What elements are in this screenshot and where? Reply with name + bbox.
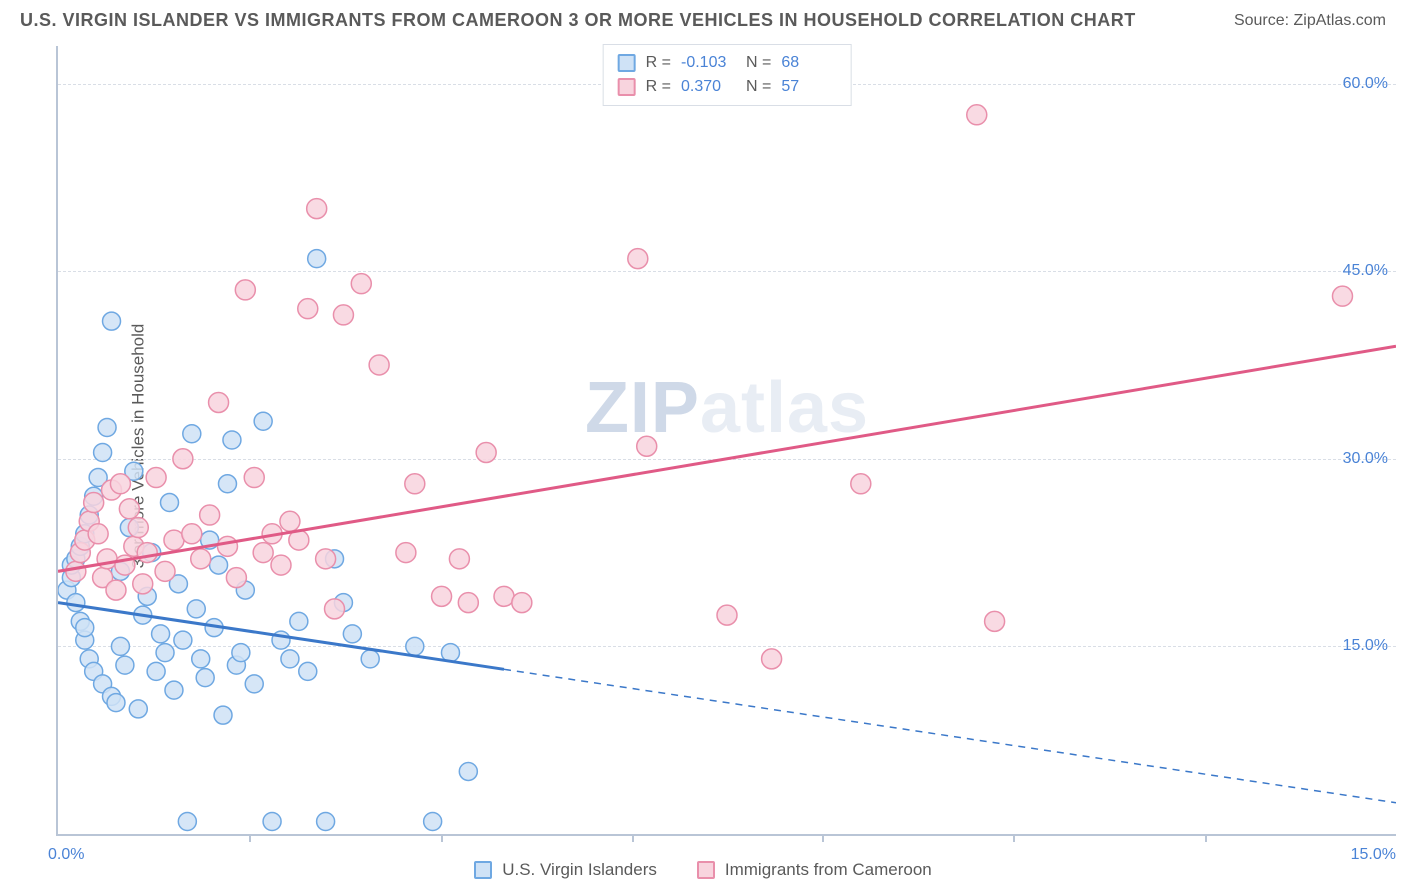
legend-correlation: R = -0.103 N = 68 R = 0.370 N = 57 bbox=[603, 44, 852, 106]
legend-swatch-pink bbox=[618, 78, 636, 96]
legend-n-value: 68 bbox=[781, 51, 836, 75]
chart-title: U.S. VIRGIN ISLANDER VS IMMIGRANTS FROM … bbox=[20, 10, 1136, 31]
x-tick bbox=[632, 834, 634, 842]
legend-r-label: R = bbox=[646, 51, 671, 75]
x-tick-label-max: 15.0% bbox=[1351, 846, 1396, 864]
x-tick bbox=[441, 834, 443, 842]
x-tick-label-min: 0.0% bbox=[48, 846, 84, 864]
legend-n-label: N = bbox=[746, 75, 771, 99]
legend-row: R = -0.103 N = 68 bbox=[618, 51, 837, 75]
x-tick bbox=[822, 834, 824, 842]
legend-swatch-pink bbox=[697, 861, 715, 879]
legend-swatch-blue bbox=[474, 861, 492, 879]
legend-series: U.S. Virgin Islanders Immigrants from Ca… bbox=[0, 860, 1406, 880]
regression-lines-layer bbox=[58, 46, 1396, 834]
legend-row: R = 0.370 N = 57 bbox=[618, 75, 837, 99]
legend-series-label: Immigrants from Cameroon bbox=[725, 860, 932, 880]
regression-line-solid bbox=[58, 603, 504, 670]
legend-series-label: U.S. Virgin Islanders bbox=[502, 860, 657, 880]
legend-n-value: 57 bbox=[781, 75, 836, 99]
legend-r-value: 0.370 bbox=[681, 75, 736, 99]
chart-area: ZIPatlas R = -0.103 N = 68 R = 0.370 N =… bbox=[56, 46, 1396, 836]
x-tick bbox=[1205, 834, 1207, 842]
x-tick bbox=[1013, 834, 1015, 842]
legend-item: U.S. Virgin Islanders bbox=[474, 860, 657, 880]
legend-n-label: N = bbox=[746, 51, 771, 75]
x-tick bbox=[249, 834, 251, 842]
chart-header: U.S. VIRGIN ISLANDER VS IMMIGRANTS FROM … bbox=[0, 0, 1406, 39]
regression-line-dashed bbox=[504, 669, 1396, 802]
legend-item: Immigrants from Cameroon bbox=[697, 860, 932, 880]
legend-r-value: -0.103 bbox=[681, 51, 736, 75]
regression-line-solid bbox=[58, 346, 1396, 571]
plot-area: ZIPatlas R = -0.103 N = 68 R = 0.370 N =… bbox=[56, 46, 1396, 836]
legend-swatch-blue bbox=[618, 54, 636, 72]
chart-source: Source: ZipAtlas.com bbox=[1234, 12, 1386, 30]
legend-r-label: R = bbox=[646, 75, 671, 99]
